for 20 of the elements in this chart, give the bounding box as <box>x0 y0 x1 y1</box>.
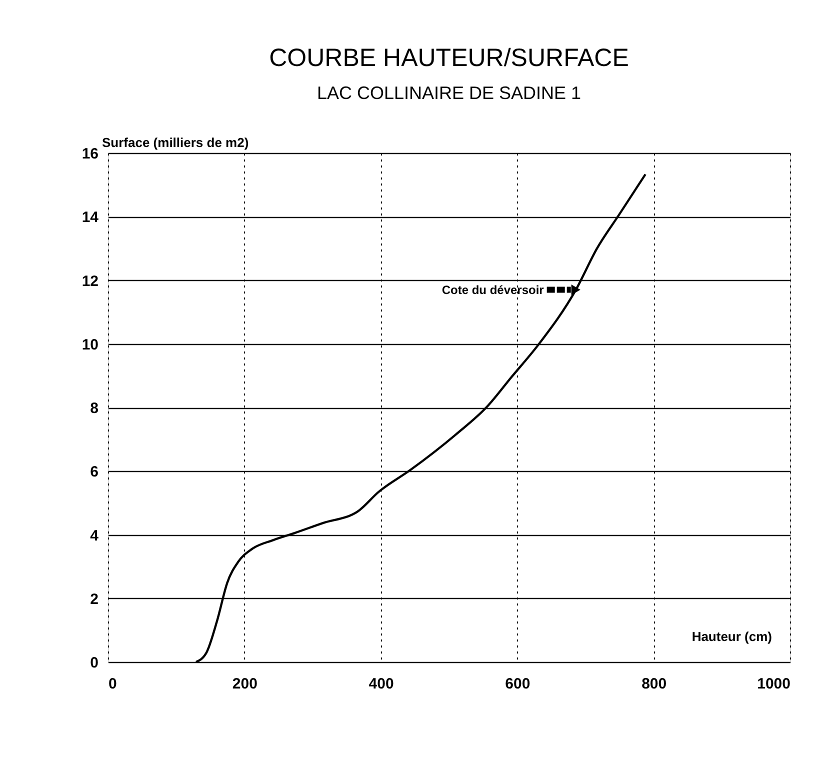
chart-title: COURBE HAUTEUR/SURFACE <box>269 44 629 72</box>
x-tick-label: 0 <box>108 676 117 692</box>
x-axis-title: Hauteur (cm) <box>692 629 772 644</box>
y-tick-label: 8 <box>90 400 98 417</box>
x-tick-label: 200 <box>232 676 258 692</box>
annotation: Cote du déversoir <box>442 282 544 297</box>
y-tick-label: 12 <box>82 272 98 290</box>
y-tick-label: 16 <box>82 146 98 162</box>
x-tick-label: 600 <box>505 676 530 692</box>
chart-subtitle: LAC COLLINAIRE DE SADINE 1 <box>316 83 582 103</box>
y-tick-label: 2 <box>90 590 98 608</box>
y-tick-label: 4 <box>90 527 100 544</box>
y-tick-label: 14 <box>82 209 100 226</box>
y-axis-title: Surface (milliers de m2) <box>102 135 249 150</box>
x-tick-label: 400 <box>368 676 394 692</box>
x-tick-label: 1000 <box>757 676 790 692</box>
y-tick-label: 0 <box>90 654 98 672</box>
x-tick-label: 800 <box>642 676 667 692</box>
y-tick-label: 10 <box>82 336 98 354</box>
y-tick-label: 6 <box>90 464 98 481</box>
